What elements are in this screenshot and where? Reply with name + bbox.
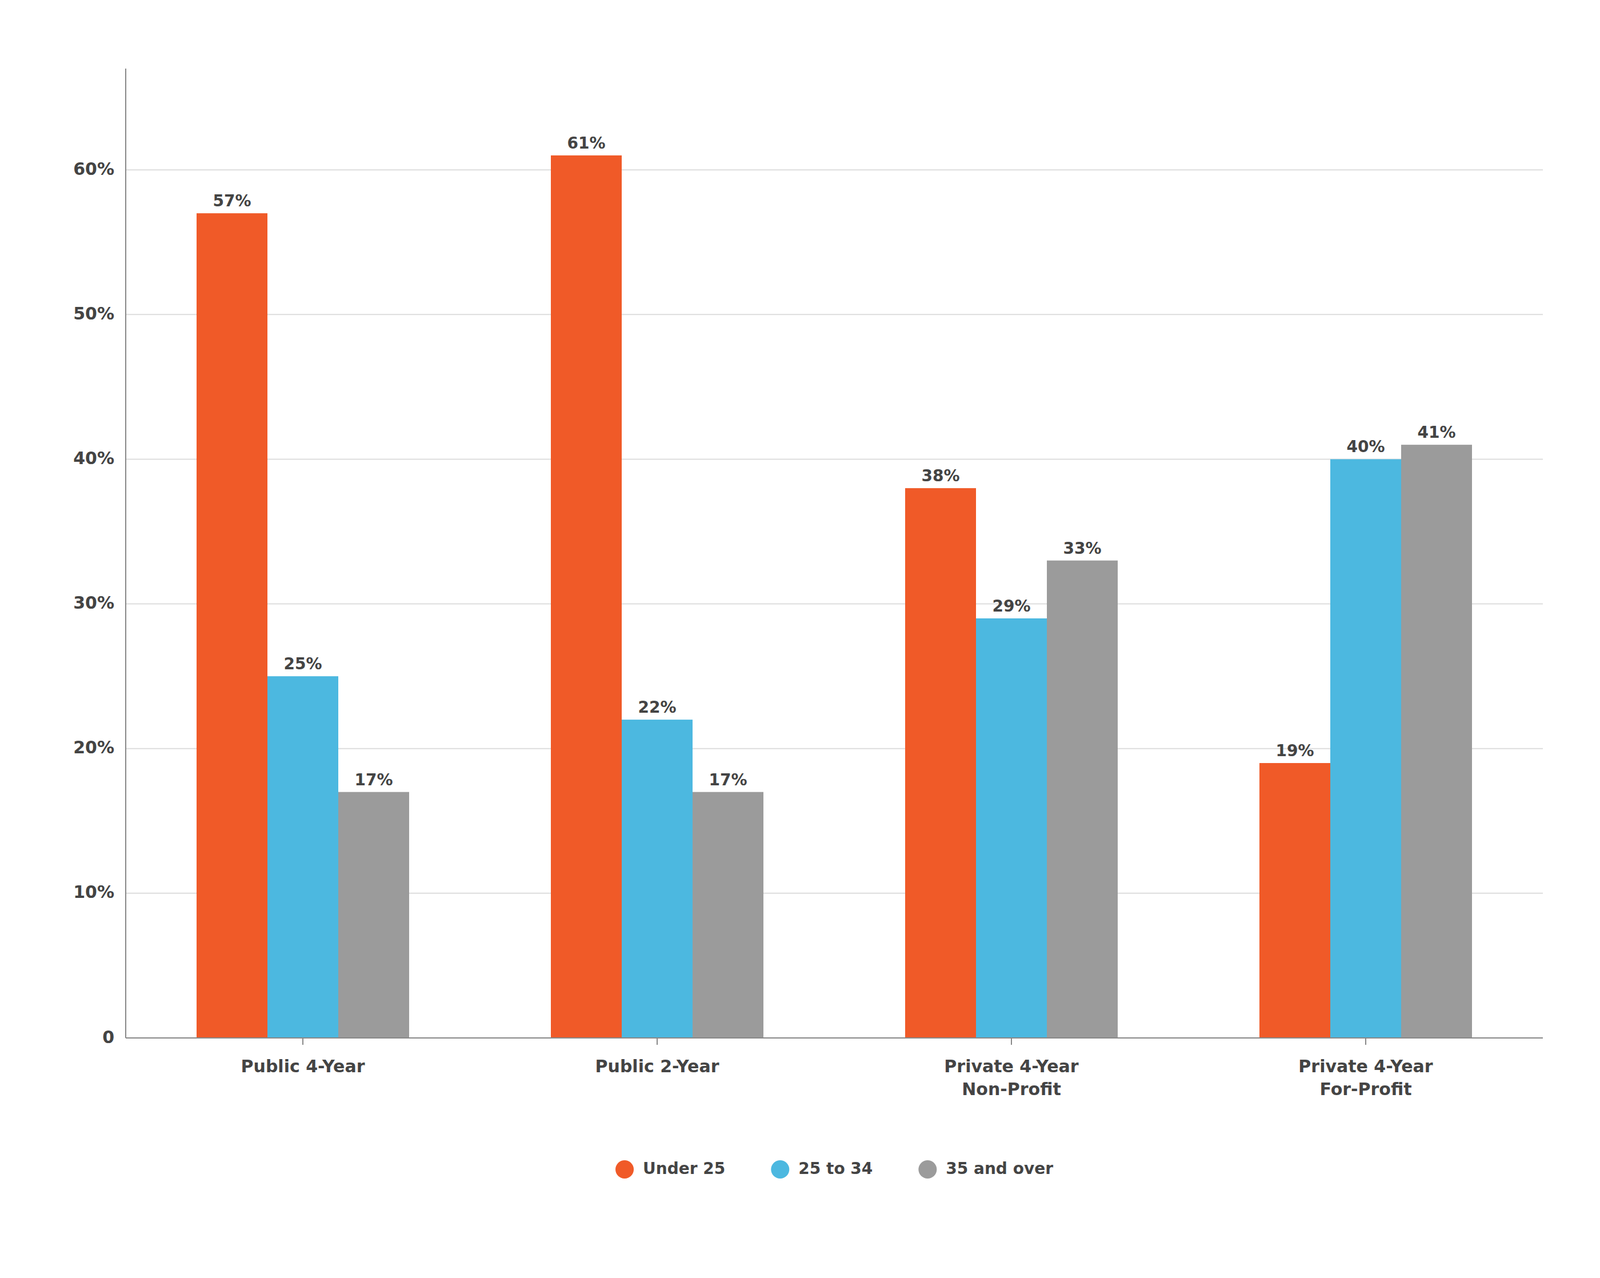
- bar: [1046, 560, 1118, 1038]
- x-tick: [302, 1037, 304, 1045]
- bar: [1401, 444, 1472, 1038]
- bar: [1259, 762, 1331, 1038]
- grid-line: [125, 169, 1543, 171]
- legend-label: 25 to 34: [798, 1158, 873, 1178]
- grid-line: [125, 313, 1543, 315]
- data-label: 17%: [354, 770, 393, 790]
- data-labels: 57% 61% 38% 19% 25% 22% 29% 40% 17% 17% 33% 41%: [212, 133, 1456, 790]
- data-label: 38%: [921, 466, 960, 486]
- bar: [976, 618, 1047, 1038]
- data-label: 61%: [566, 133, 606, 153]
- y-tick-label: 50%: [73, 303, 115, 324]
- y-tick-label: 10%: [73, 881, 115, 902]
- x-tick: [656, 1037, 658, 1045]
- y-tick-label: 20%: [73, 737, 115, 758]
- legend-swatch: [770, 1160, 790, 1179]
- data-label: 19%: [1275, 741, 1314, 760]
- legend-swatch: [918, 1160, 937, 1179]
- x-tick-label: Private 4-YearNon-Profit: [944, 1056, 1079, 1099]
- bar: [338, 792, 410, 1038]
- x-tick-label: Public 2-Year: [595, 1056, 720, 1076]
- x-tick-label: Private 4-YearFor-Profit: [1298, 1056, 1433, 1099]
- data-label: 22%: [637, 697, 676, 717]
- legend-label: Under 25: [642, 1158, 726, 1178]
- grid-line: [125, 1037, 1543, 1039]
- legend-swatch: [615, 1160, 634, 1179]
- x-tick: [1010, 1037, 1012, 1045]
- bar: [1330, 458, 1402, 1038]
- x-tick-label: Public 4-Year: [241, 1056, 366, 1076]
- bar: [550, 155, 622, 1038]
- bar: [621, 719, 693, 1038]
- data-label: 41%: [1417, 422, 1456, 442]
- data-label: 17%: [708, 770, 747, 790]
- bars: [196, 155, 1472, 1038]
- y-tick-label: 30%: [73, 592, 115, 613]
- data-label: 29%: [992, 596, 1031, 616]
- bar: [692, 792, 764, 1038]
- x-tick: [1365, 1037, 1367, 1045]
- grid: [125, 169, 1543, 1038]
- legend-label: 35 and over: [945, 1158, 1054, 1178]
- y-tick-label: 0: [102, 1026, 115, 1047]
- y-axis-line: [125, 68, 127, 1038]
- y-tick-label: 40%: [73, 448, 115, 468]
- legend-item: 35 and over: [918, 1158, 1054, 1179]
- chart: 0 10% 20% 30% 40% 50% 60% 57% 61% 38% 19% 25% 22% 29%…: [0, 0, 1600, 1278]
- x-axis-line: [125, 1037, 1543, 1039]
- data-label: 57%: [212, 191, 251, 211]
- legend-item: 25 to 34: [770, 1158, 873, 1179]
- bar: [196, 213, 268, 1038]
- y-tick-label: 60%: [73, 158, 115, 179]
- bar: [905, 488, 976, 1038]
- legend: Under 25 25 to 34 35 and over: [615, 1158, 1054, 1179]
- data-label: 40%: [1346, 437, 1385, 456]
- bar: [267, 676, 339, 1038]
- data-label: 25%: [283, 654, 322, 674]
- legend-item: Under 25: [615, 1158, 726, 1179]
- data-label: 33%: [1062, 538, 1102, 558]
